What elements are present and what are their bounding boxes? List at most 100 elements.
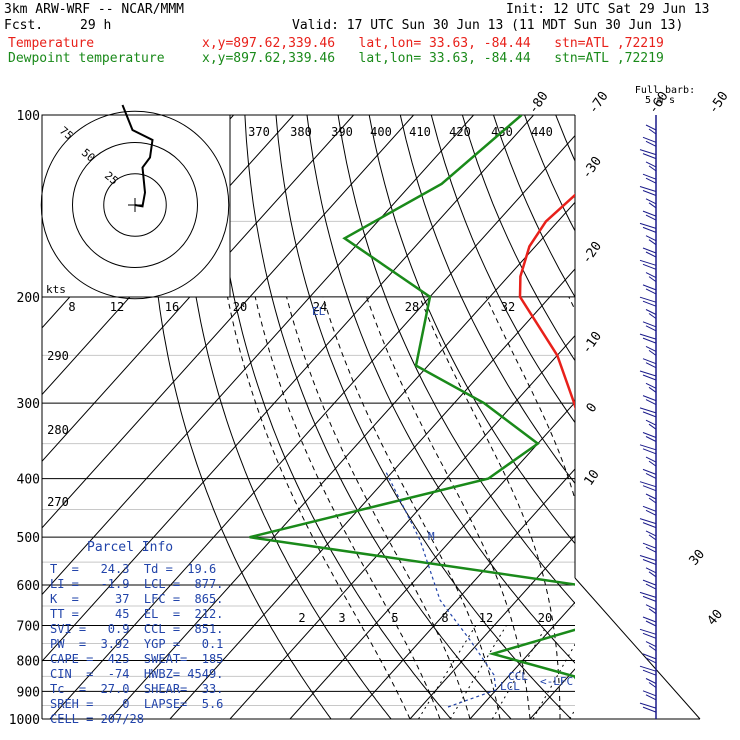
skew-edge	[574, 577, 701, 720]
theta-label: 420	[449, 125, 471, 139]
wind-barb-flag	[639, 370, 657, 377]
isotherm	[42, 115, 414, 529]
wind-barb-flag	[642, 616, 657, 623]
mixing-ratio-label: 8	[441, 611, 448, 625]
wind-barb	[642, 505, 657, 516]
wind-barb-flag	[645, 436, 657, 442]
wind-barb	[645, 272, 657, 283]
wind-barb-flag	[645, 251, 657, 258]
wind-barb	[645, 678, 657, 688]
wind-barb	[645, 493, 657, 504]
hodograph-axis-label: 8	[68, 300, 75, 314]
hodograph-ring	[72, 142, 198, 268]
parcel-info-title: Parcel Info	[87, 540, 174, 555]
wind-barb	[642, 247, 657, 258]
model-title: 3km ARW-WRF -- NCAR/MMM	[4, 2, 185, 17]
isotherm	[42, 115, 534, 662]
wind-barb	[645, 641, 657, 652]
dry-adiabat	[399, 115, 575, 485]
parcel-info-row: CIN = -74 HWBZ= 4549.	[50, 667, 224, 681]
wind-barb-flag	[642, 559, 657, 565]
hodograph-axis-label: 32	[501, 300, 515, 314]
temperature-line	[518, 193, 575, 411]
parcel-info-row: PW = 3.92 YGP = 0.1	[50, 637, 224, 651]
wind-barb-flag	[639, 186, 657, 192]
wind-barb	[639, 702, 657, 713]
wind-barb	[639, 555, 657, 565]
wind-barb	[645, 567, 657, 578]
dry-adiabat	[275, 115, 572, 719]
wind-barb	[639, 628, 657, 639]
dry-adiabat	[368, 115, 575, 545]
wind-barb-flag	[642, 190, 657, 196]
wind-barb-flag	[648, 460, 657, 467]
init-time: Init: 12 UTC Sat 29 Jun 13	[506, 2, 710, 17]
wind-barb-flag	[642, 432, 657, 438]
wind-barb-flag	[648, 645, 657, 652]
wind-barb	[642, 210, 657, 221]
wind-barb	[645, 456, 657, 467]
forecast-label: Fcst.	[4, 18, 44, 33]
hodograph-axis-label: 16	[165, 300, 179, 314]
pressure-label: 300	[17, 397, 40, 412]
wind-barb-flag	[648, 349, 657, 356]
wind-barb-flag	[648, 534, 657, 541]
theta-label: 400	[370, 125, 392, 139]
wind-barb-flag	[645, 604, 657, 611]
wind-barb-flag	[645, 509, 657, 516]
wind-barb-flag	[645, 583, 657, 590]
wind-barb-flag	[642, 468, 657, 475]
theta-label: 380	[290, 125, 312, 139]
theta-label: 290	[47, 349, 69, 363]
wind-barb-flag	[642, 247, 657, 254]
wind-barb-flag	[639, 481, 657, 488]
isotherm	[469, 601, 575, 719]
wind-barb-flag	[642, 374, 657, 381]
lfc-label: <-LFC	[540, 675, 573, 688]
dry-adiabat	[213, 115, 452, 719]
wind-barb-flag	[645, 325, 657, 332]
wind-barb-flag	[645, 345, 657, 352]
wind-barb-flag	[648, 313, 657, 319]
wind-barb-flag	[645, 140, 657, 147]
wind-barb	[642, 690, 657, 701]
wind-barb-flag	[645, 678, 657, 684]
wind-barb-flag	[645, 288, 657, 295]
wind-barb-flag	[642, 485, 657, 492]
dry-adiabat	[461, 115, 575, 362]
wind-barb-flag	[645, 399, 657, 406]
wind-barb-flag	[642, 395, 657, 402]
hodograph-ring	[40, 110, 230, 300]
wind-barb-flag	[642, 173, 657, 180]
wind-barb-flag	[645, 124, 657, 131]
wind-barb	[645, 309, 657, 319]
wind-barb-flag	[645, 419, 657, 426]
parcel-info-row: LI = -1.9 LCL = 877.	[50, 577, 224, 591]
wind-barb-flag	[645, 198, 657, 205]
wind-barb	[645, 530, 657, 541]
pressure-label: 400	[17, 473, 40, 488]
dry-adiabat	[181, 115, 392, 719]
wind-barb-flag	[639, 702, 657, 709]
wind-barb-flag	[642, 226, 657, 233]
isotherm	[42, 115, 354, 462]
wind-barb-flag	[642, 321, 657, 328]
barb-header: 5 m s	[645, 95, 675, 106]
dewpoint-line	[249, 115, 575, 680]
wind-barb	[639, 296, 657, 307]
wind-barb-flag	[642, 706, 657, 713]
parcel-info-row: CAPE = 425 SWEAT= 185	[50, 652, 224, 666]
isotherm	[349, 468, 575, 719]
wind-barb	[639, 333, 657, 344]
wind-barb	[642, 653, 657, 664]
theta-label: 280	[47, 423, 69, 437]
m-label: M	[428, 530, 435, 543]
wind-barb	[645, 198, 657, 209]
wind-barb	[639, 407, 657, 418]
wind-barb-flag	[639, 296, 657, 303]
parcel-info-row: Tc = 27.0 SHEAR= 33.	[50, 682, 224, 696]
wind-barb-flag	[642, 263, 657, 270]
hodograph-axis-label: 20	[233, 300, 247, 314]
wind-barb	[639, 259, 657, 270]
